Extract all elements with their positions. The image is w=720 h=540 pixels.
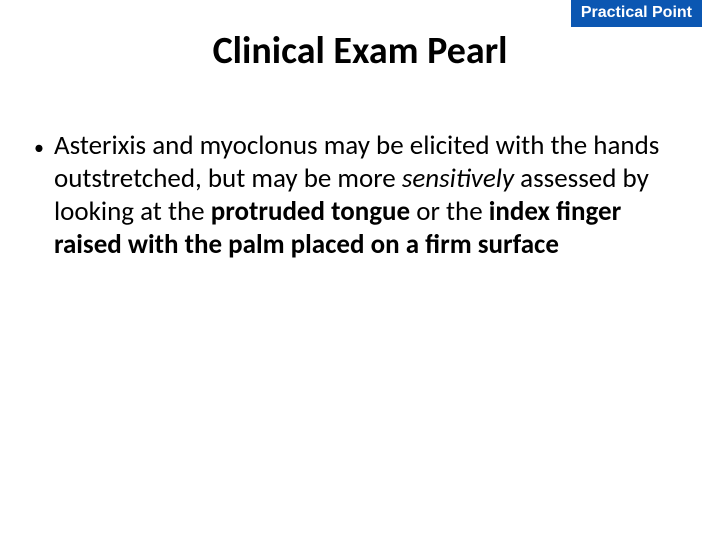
- slide-title: Clinical Exam Pearl: [0, 28, 720, 74]
- practical-point-badge: Practical Point: [571, 0, 702, 27]
- bullet-item: • Asterixis and myoclonus may be elicite…: [34, 130, 676, 262]
- text-run: protruded tongue: [211, 195, 410, 228]
- text-run: sensitively: [402, 162, 514, 195]
- bullet-text: Asterixis and myoclonus may be elicited …: [54, 130, 676, 262]
- bullet-list: • Asterixis and myoclonus may be elicite…: [34, 130, 676, 262]
- bullet-dot-icon: •: [34, 130, 44, 158]
- text-run: or the: [410, 195, 489, 228]
